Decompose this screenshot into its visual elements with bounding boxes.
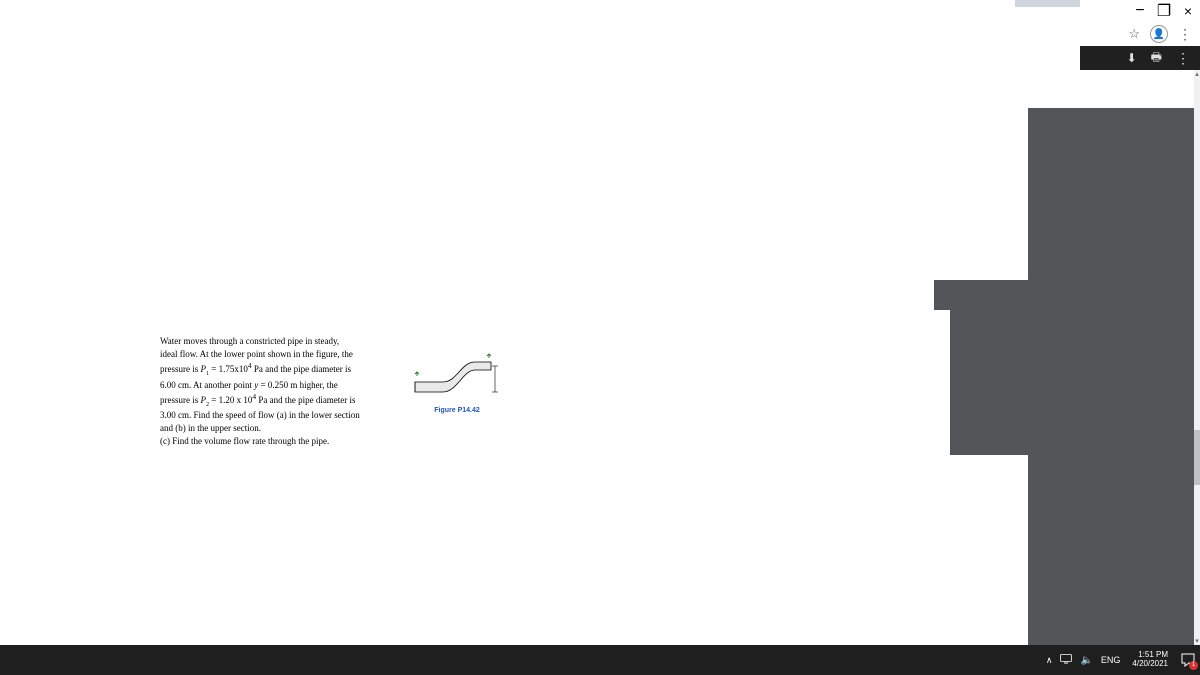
problem-line: 3.00 cm. Find the speed of flow (a) in t…: [160, 410, 360, 420]
download-icon[interactable]: ⬇: [1127, 51, 1137, 65]
maximize-button[interactable]: ❐: [1158, 5, 1170, 17]
action-center-icon[interactable]: 1: [1180, 652, 1196, 668]
pdf-page: Water moves through a constricted pipe i…: [150, 310, 950, 518]
pdf-toolbar: ⬇ 🖶 ⋮: [1080, 46, 1200, 70]
account-icon[interactable]: 👤: [1150, 25, 1168, 43]
viewer-background-mid: [934, 280, 1194, 455]
tab-strip-fragment: [1015, 0, 1080, 7]
scroll-thumb[interactable]: [1194, 430, 1200, 485]
windows-taskbar: ∧ 🔈 ENG 1:51 PM 4/20/2021 1: [0, 645, 1200, 675]
problem-line: ideal flow. At the lower point shown in …: [160, 349, 353, 359]
pdf-viewer: Water moves through a constricted pipe i…: [0, 70, 1200, 645]
notification-badge: 1: [1189, 661, 1198, 670]
figure-p14-42: Figure P14.42: [412, 348, 502, 414]
problem-line: and (b) in the upper section.: [160, 423, 261, 433]
clock-date: 4/20/2021: [1132, 660, 1168, 669]
input-language[interactable]: ENG: [1101, 655, 1121, 665]
volume-icon[interactable]: 🔈: [1080, 655, 1092, 666]
project-icon[interactable]: [1060, 654, 1072, 666]
scroll-up-arrow[interactable]: ▴: [1194, 70, 1200, 78]
print-icon[interactable]: 🖶: [1151, 48, 1162, 69]
browser-toolbar: ☆ 👤 ⋮: [0, 22, 1200, 46]
close-button[interactable]: ×: [1182, 5, 1194, 17]
problem-line: pressure is P1 = 1.75x104 Pa and the pip…: [160, 364, 351, 374]
problem-line: pressure is P2 = 1.20 x 104 Pa and the p…: [160, 395, 356, 405]
tray-chevron-icon[interactable]: ∧: [1046, 655, 1053, 666]
system-tray: ∧ 🔈 ENG 1:51 PM 4/20/2021 1: [1046, 651, 1196, 669]
problem-line: (c) Find the volume flow rate through th…: [160, 436, 329, 446]
taskbar-clock[interactable]: 1:51 PM 4/20/2021: [1128, 651, 1172, 669]
browser-menu-icon[interactable]: ⋮: [1178, 26, 1192, 43]
problem-line: Water moves through a constricted pipe i…: [160, 336, 339, 346]
problem-line: 6.00 cm. At another point y = 0.250 m hi…: [160, 380, 338, 390]
pipe-diagram-svg: [413, 348, 501, 398]
minimize-button[interactable]: −: [1134, 5, 1146, 17]
vertical-scrollbar[interactable]: ▴ ▾: [1194, 70, 1200, 645]
scroll-down-arrow[interactable]: ▾: [1194, 637, 1200, 645]
problem-text: Water moves through a constricted pipe i…: [160, 335, 398, 448]
pdf-more-icon[interactable]: ⋮: [1176, 50, 1190, 67]
bookmark-star-icon[interactable]: ☆: [1128, 26, 1140, 42]
figure-caption: Figure P14.42: [412, 407, 502, 414]
